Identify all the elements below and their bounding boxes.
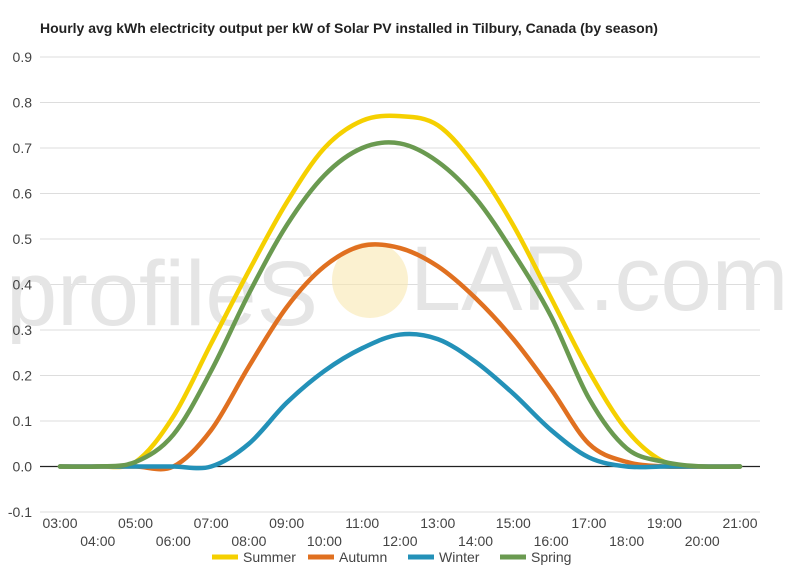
x-tick-label-upper: 15:00 — [496, 515, 531, 531]
y-tick-label: 0.2 — [13, 368, 33, 384]
x-tick-label-lower: 18:00 — [609, 533, 644, 549]
x-tick-label-lower: 08:00 — [231, 533, 266, 549]
y-tick-label: 0.9 — [13, 49, 33, 65]
chart-title: Hourly avg kWh electricity output per kW… — [40, 20, 658, 36]
y-tick-label: 0.5 — [13, 231, 33, 247]
series-layer — [57, 113, 743, 472]
y-tick-label: 0.7 — [13, 140, 33, 156]
y-tick-label: 0.6 — [13, 186, 33, 202]
legend-item-spring[interactable]: Spring — [500, 549, 571, 565]
y-tick-label: 0.3 — [13, 322, 33, 338]
y-tick-label: -0.1 — [8, 504, 32, 520]
y-tick-label: 0.0 — [13, 459, 33, 475]
legend-label: Winter — [439, 549, 480, 565]
x-tick-label-lower: 14:00 — [458, 533, 493, 549]
watermark-text-right: LAR.com — [410, 228, 788, 330]
legend-label: Autumn — [339, 549, 387, 565]
x-tick-label-lower: 10:00 — [307, 533, 342, 549]
series-line-winter — [57, 331, 743, 471]
watermark-sun-logo — [332, 242, 408, 318]
x-tick-label-lower: 06:00 — [156, 533, 191, 549]
x-tick-label-upper: 09:00 — [269, 515, 304, 531]
x-tick-label-upper: 21:00 — [722, 515, 757, 531]
y-tick-label: 0.8 — [13, 95, 33, 111]
y-axis-ticks: -0.1 0.0 0.1 0.2 0.3 0.4 0.5 0.6 0.7 0.8 0.9 — [8, 49, 32, 520]
legend-item-autumn[interactable]: Autumn — [308, 549, 387, 565]
series-line-summer — [57, 113, 743, 470]
x-tick-label-upper: 11:00 — [345, 515, 379, 531]
legend-item-summer[interactable]: Summer — [212, 549, 296, 565]
grid-layer — [40, 56, 760, 513]
x-tick-label-upper: 03:00 — [42, 515, 77, 531]
x-axis-ticks: 03:0004:0005:0006:0007:0008:0009:0010:00… — [42, 515, 757, 549]
legend-item-winter[interactable]: Winter — [408, 549, 480, 565]
x-tick-label-lower: 20:00 — [685, 533, 720, 549]
x-tick-label-upper: 19:00 — [647, 515, 682, 531]
legend-label: Summer — [243, 549, 296, 565]
x-tick-label-upper: 07:00 — [194, 515, 229, 531]
y-tick-label: 0.1 — [13, 413, 33, 429]
y-tick-label: 0.4 — [13, 277, 33, 293]
x-tick-label-lower: 12:00 — [382, 533, 417, 549]
series-line-spring — [57, 140, 743, 470]
x-tick-label-upper: 17:00 — [571, 515, 606, 531]
x-tick-label-upper: 05:00 — [118, 515, 153, 531]
x-tick-label-upper: 13:00 — [420, 515, 455, 531]
legend-label: Spring — [531, 549, 571, 565]
legend: Summer Autumn Winter Spring — [212, 549, 571, 565]
x-tick-label-lower: 04:00 — [80, 533, 115, 549]
x-tick-label-lower: 16:00 — [534, 533, 569, 549]
